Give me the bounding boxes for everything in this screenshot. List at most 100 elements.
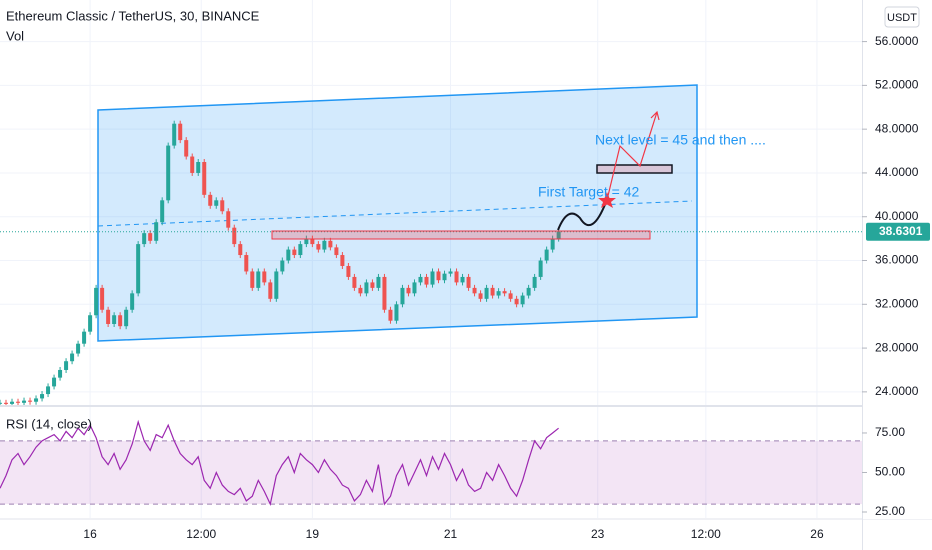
candle-body: [46, 386, 51, 395]
x-tick-label: 21: [444, 527, 458, 541]
candle-body: [160, 200, 165, 223]
x-tick-label: 26: [810, 527, 824, 541]
price-axis: [863, 0, 932, 519]
projection-arrows: [606, 110, 660, 201]
x-tick-label: 12:00: [691, 527, 721, 541]
candle-body: [496, 291, 501, 296]
candle-body: [364, 282, 369, 294]
candle-body: [16, 401, 21, 403]
projection-curve: [557, 201, 607, 231]
candle-body: [226, 211, 231, 228]
overlays: First Target = 42 Next level = 45 and th…: [271, 110, 766, 240]
candle-body: [418, 276, 423, 283]
candle-body: [274, 271, 279, 299]
candle-body: [76, 343, 81, 354]
candle-body: [430, 271, 435, 285]
candle-body: [502, 291, 507, 294]
rsi-tick-label: 25.00: [875, 504, 905, 518]
currency-button-label[interactable]: USDT: [887, 12, 917, 24]
candle-body: [304, 238, 309, 245]
candle-body: [460, 276, 465, 283]
candle-body: [466, 276, 471, 288]
candle-body: [172, 123, 177, 146]
currency-button[interactable]: [884, 6, 920, 28]
candle-body: [118, 315, 123, 327]
rsi-tick-label: 75.00: [875, 425, 905, 439]
candle-body: [358, 287, 363, 294]
candle-body: [478, 293, 483, 299]
y-tick-label: 24.0000: [875, 384, 919, 398]
candle-body: [526, 287, 531, 296]
candle-body: [250, 271, 255, 288]
candle-body: [166, 145, 171, 201]
rsi-line: [0, 419, 559, 506]
volume-label: Vol: [6, 28, 24, 43]
candle-body: [0, 402, 2, 404]
candle-body: [376, 276, 381, 288]
annotation: First Target = 42: [538, 184, 640, 200]
channel-midline: [97, 200, 693, 227]
candle-body: [334, 247, 339, 256]
candle-body: [238, 244, 243, 256]
candle-body: [82, 331, 87, 344]
candle-body: [436, 271, 441, 281]
candle-body: [136, 244, 141, 294]
candle-body: [538, 260, 543, 277]
candle-body: [280, 260, 285, 272]
candle-body: [190, 156, 195, 173]
candle-body: [298, 244, 303, 256]
candle-body: [202, 162, 207, 195]
candle-body: [388, 309, 393, 321]
candle-body: [532, 276, 537, 288]
candle-body: [244, 255, 249, 272]
candle-body: [256, 271, 261, 288]
candle-body: [406, 287, 411, 294]
candle-body: [106, 309, 111, 324]
candle-body: [70, 353, 75, 362]
candle-body: [454, 271, 459, 283]
candle-body: [184, 140, 189, 157]
y-tick-label: 28.0000: [875, 340, 919, 354]
candle-body: [448, 271, 453, 274]
drawings: [97, 84, 698, 342]
candle-body: [10, 401, 15, 404]
candles: [0, 120, 862, 506]
y-tick-label: 52.0000: [875, 78, 919, 92]
candle-body: [148, 233, 153, 241]
candle-body: [412, 282, 417, 294]
candle-body: [64, 361, 69, 370]
x-tick-label: 19: [306, 527, 320, 541]
x-tick-label: 12:00: [186, 527, 216, 541]
star: [598, 192, 616, 208]
candle-body: [424, 276, 429, 285]
candle-body: [484, 287, 489, 299]
y-tick-label: 32.0000: [875, 296, 919, 310]
candle-body: [112, 315, 117, 324]
candle-body: [178, 123, 183, 141]
y-tick-label: 48.0000: [875, 121, 919, 135]
candle-body: [100, 287, 105, 310]
axes: 24.0000 28.0000 32.0000 36.0000 40.0000 44.00…: [83, 34, 930, 541]
candle-body: [34, 398, 39, 402]
candle-body: [490, 287, 495, 296]
candle-body: [316, 244, 321, 250]
candle-body: [22, 400, 27, 403]
x-tick-label: 16: [83, 527, 97, 541]
candle-body: [322, 240, 327, 250]
candle-body: [52, 377, 57, 387]
candle-body: [142, 233, 147, 245]
candle-body: [232, 227, 237, 245]
candle-body: [40, 394, 45, 399]
candle-body: [28, 400, 33, 402]
annotation: Next level = 45 and then ....: [595, 132, 766, 148]
target-box: [596, 164, 673, 174]
candle-body: [442, 273, 447, 281]
candle-body: [328, 240, 333, 248]
y-tick-label: 40.0000: [875, 209, 919, 223]
candle-body: [262, 271, 267, 283]
candle-body: [208, 194, 213, 206]
y-tick-label: 44.0000: [875, 165, 919, 179]
candle-body: [550, 238, 555, 250]
